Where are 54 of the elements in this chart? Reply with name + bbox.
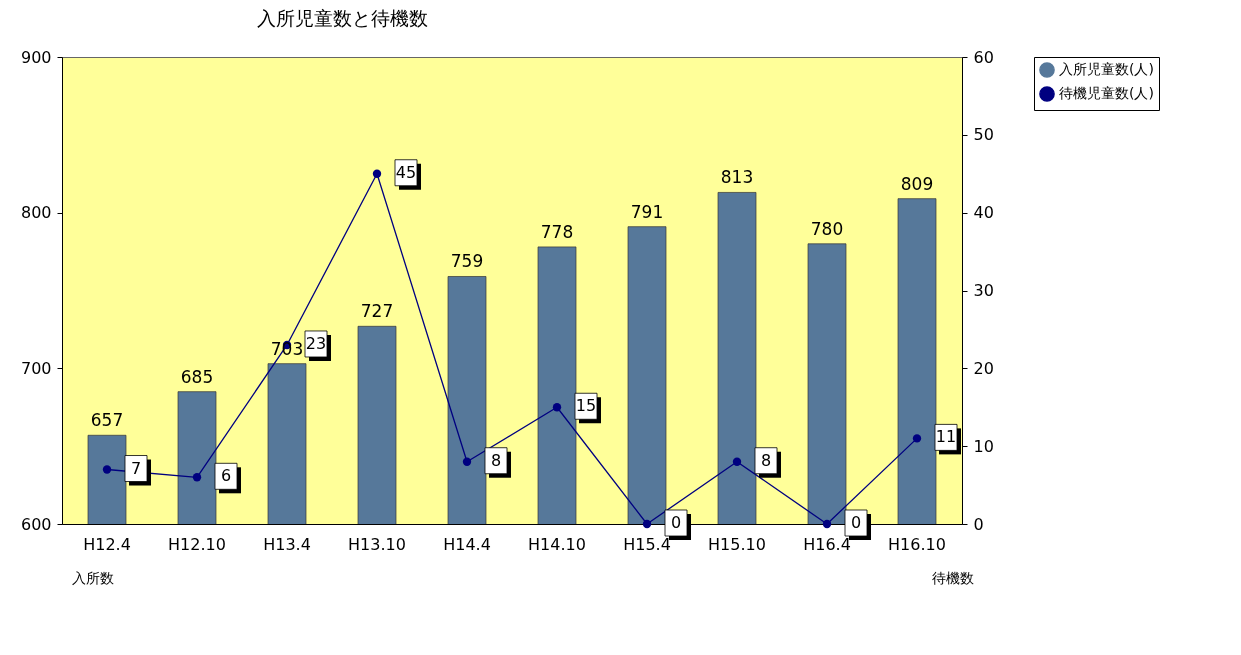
point bbox=[372, 169, 382, 178]
data-label: 685 bbox=[180, 366, 214, 387]
x-tick-label: H15.4 bbox=[623, 534, 671, 554]
chart-title: 入所児童数と待機数 bbox=[256, 7, 428, 29]
data-label: 15 bbox=[575, 396, 597, 416]
y-tick-label: 900 bbox=[20, 47, 52, 67]
point bbox=[912, 434, 922, 443]
point bbox=[552, 403, 562, 412]
y2-tick-label: 50 bbox=[973, 125, 994, 145]
y2-tick-label: 0 bbox=[973, 514, 984, 534]
x-tick-label: H14.4 bbox=[443, 534, 491, 554]
data-label: 23 bbox=[305, 333, 327, 353]
data-label: 0 bbox=[670, 513, 682, 532]
x-tick-label: H14.10 bbox=[528, 534, 586, 554]
point bbox=[642, 519, 652, 529]
data-label: 6 bbox=[220, 466, 232, 486]
data-label: 657 bbox=[90, 410, 124, 431]
data-label: 8 bbox=[760, 450, 772, 470]
text: 待機数 bbox=[932, 570, 974, 586]
data-label: 7 bbox=[130, 458, 142, 478]
data-label: 45 bbox=[395, 162, 417, 182]
data-label: 8 bbox=[490, 450, 502, 470]
text: 入所数 bbox=[72, 570, 114, 586]
y-tick-label: 700 bbox=[20, 358, 52, 378]
legend-label: 入所児童数(人) bbox=[1059, 61, 1154, 77]
data-label: 11 bbox=[935, 427, 957, 447]
point bbox=[822, 519, 832, 529]
data-label: 759 bbox=[450, 251, 484, 272]
data-label: 813 bbox=[720, 167, 754, 188]
data-label: 809 bbox=[900, 173, 934, 194]
y2-tick-label: 40 bbox=[973, 203, 994, 223]
point bbox=[102, 465, 112, 474]
x-tick-label: H13.10 bbox=[348, 534, 406, 554]
x-tick-label: H12.10 bbox=[168, 534, 226, 554]
data-label: 727 bbox=[360, 301, 394, 322]
x-tick-label: H15.10 bbox=[708, 534, 766, 554]
x-tick-label: H12.4 bbox=[83, 534, 131, 554]
x-tick-label: H13.4 bbox=[263, 534, 311, 554]
y2-tick-label: 10 bbox=[973, 436, 994, 456]
x-tick-label: H16.10 bbox=[888, 534, 946, 554]
y2-tick-label: 30 bbox=[973, 281, 994, 300]
y2-tick-label: 20 bbox=[973, 358, 994, 378]
data-label: 778 bbox=[540, 221, 574, 242]
point bbox=[462, 457, 472, 466]
y-tick-label: 600 bbox=[20, 514, 52, 534]
y2-tick-label: 60 bbox=[973, 47, 994, 67]
y-tick-label: 800 bbox=[20, 203, 52, 223]
data-label: 780 bbox=[810, 218, 844, 239]
data-label: 0 bbox=[850, 513, 862, 532]
point bbox=[192, 473, 202, 482]
x-tick-label: H16.4 bbox=[803, 534, 851, 554]
point bbox=[732, 457, 742, 466]
data-label: 791 bbox=[630, 201, 664, 222]
legend-label: 待機児童数(人) bbox=[1059, 85, 1154, 101]
